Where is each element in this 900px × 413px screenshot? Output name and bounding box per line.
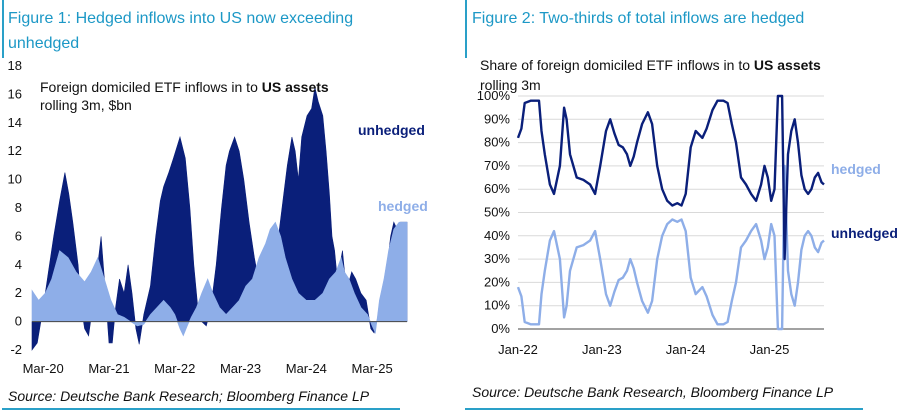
y-tick-label: 60% [484, 181, 510, 196]
x-tick-label: Jan-23 [582, 342, 622, 357]
chart-subtitle-line1: Share of foreign domiciled ETF inflows i… [480, 57, 821, 73]
chart-subtitle-bold: US assets [262, 79, 329, 95]
y-tick-label: 50% [484, 205, 510, 220]
x-tick-label: Jan-22 [498, 342, 538, 357]
figure1-bottom-rule [2, 408, 400, 410]
y-tick-label: 20% [484, 274, 510, 289]
y-tick-label: -2 [10, 342, 22, 357]
chart-subtitle-prefix: Foreign domiciled ETF inflows in to [40, 79, 262, 95]
chart-subtitle-prefix: Share of foreign domiciled ETF inflows i… [480, 57, 754, 73]
figure1-source: Source: Deutsche Bank Research; Bloomber… [8, 388, 370, 404]
figure2-panel: Figure 2: Two-thirds of total inflows ar… [462, 0, 900, 413]
y-tick-label: 10 [8, 172, 22, 187]
chart-subtitle-line2: rolling 3m, $bn [40, 97, 132, 113]
figure2-chart: 0% 10% 20% 30% 40% 50% 60% 70% 80% 90% 100% Jan-22 J… [477, 57, 898, 357]
chart-subtitle-bold: US assets [754, 57, 821, 73]
series-label-hedged: hedged [378, 198, 428, 214]
y-tick-label: 6 [15, 228, 22, 243]
figure2-accent-bar [465, 0, 467, 58]
figure2-title: Figure 2: Two-thirds of total inflows ar… [472, 10, 805, 27]
series-label-unhedged: unhedged [358, 122, 425, 138]
y-tick-label: 0 [15, 314, 22, 329]
y-tick-label: 70% [484, 158, 510, 173]
y-tick-label: 100% [477, 88, 511, 103]
y-tick-label: 10% [484, 298, 510, 313]
x-tick-label: Mar-22 [154, 361, 195, 376]
figure1-chart: -2 0 2 4 6 8 10 12 14 16 18 Mar-20 Mar-21 Mar-22 Mar-2… [8, 58, 428, 376]
y-tick-label: 0% [491, 321, 510, 336]
series-area-hedged [31, 221, 408, 337]
series-line-hedged [516, 164, 825, 331]
series-line-unhedged [516, 94, 825, 261]
x-tick-label: Mar-20 [23, 361, 64, 376]
x-tick-label: Jan-25 [750, 342, 790, 357]
y-tick-label: 8 [15, 200, 22, 215]
y-tick-label: 30% [484, 251, 510, 266]
y-tick-label: 4 [15, 257, 22, 272]
series-label-hedged: hedged [831, 161, 881, 177]
y-tick-label: 16 [8, 86, 22, 101]
figure2-bottom-rule [465, 408, 863, 410]
chart-subtitle-line2: rolling 3m [480, 77, 541, 93]
y-tick-label: 90% [484, 111, 510, 126]
y-tick-label: 40% [484, 228, 510, 243]
y-tick-label: 2 [15, 285, 22, 300]
y-tick-label: 14 [8, 115, 22, 130]
x-tick-label: Mar-21 [88, 361, 129, 376]
y-tick-label: 12 [8, 143, 22, 158]
x-tick-label: Mar-24 [286, 361, 327, 376]
figure1-accent-bar [2, 0, 4, 58]
figure1-title: Figure 1: Hedged inflows into US now exc… [8, 10, 354, 52]
y-tick-label: 80% [484, 135, 510, 150]
y-tick-label: 18 [8, 58, 22, 73]
series-area-unhedged [31, 87, 408, 351]
x-tick-label: Jan-24 [666, 342, 706, 357]
figure2-source: Source: Deutsche Bank Research, Bloomber… [472, 384, 834, 400]
chart-subtitle-line1: Foreign domiciled ETF inflows in to US a… [40, 79, 329, 95]
figure1-panel: Figure 1: Hedged inflows into US now exc… [2, 0, 428, 410]
series-label-unhedged: unhedged [831, 225, 898, 241]
x-tick-label: Mar-23 [220, 361, 261, 376]
x-tick-label: Mar-25 [352, 361, 393, 376]
